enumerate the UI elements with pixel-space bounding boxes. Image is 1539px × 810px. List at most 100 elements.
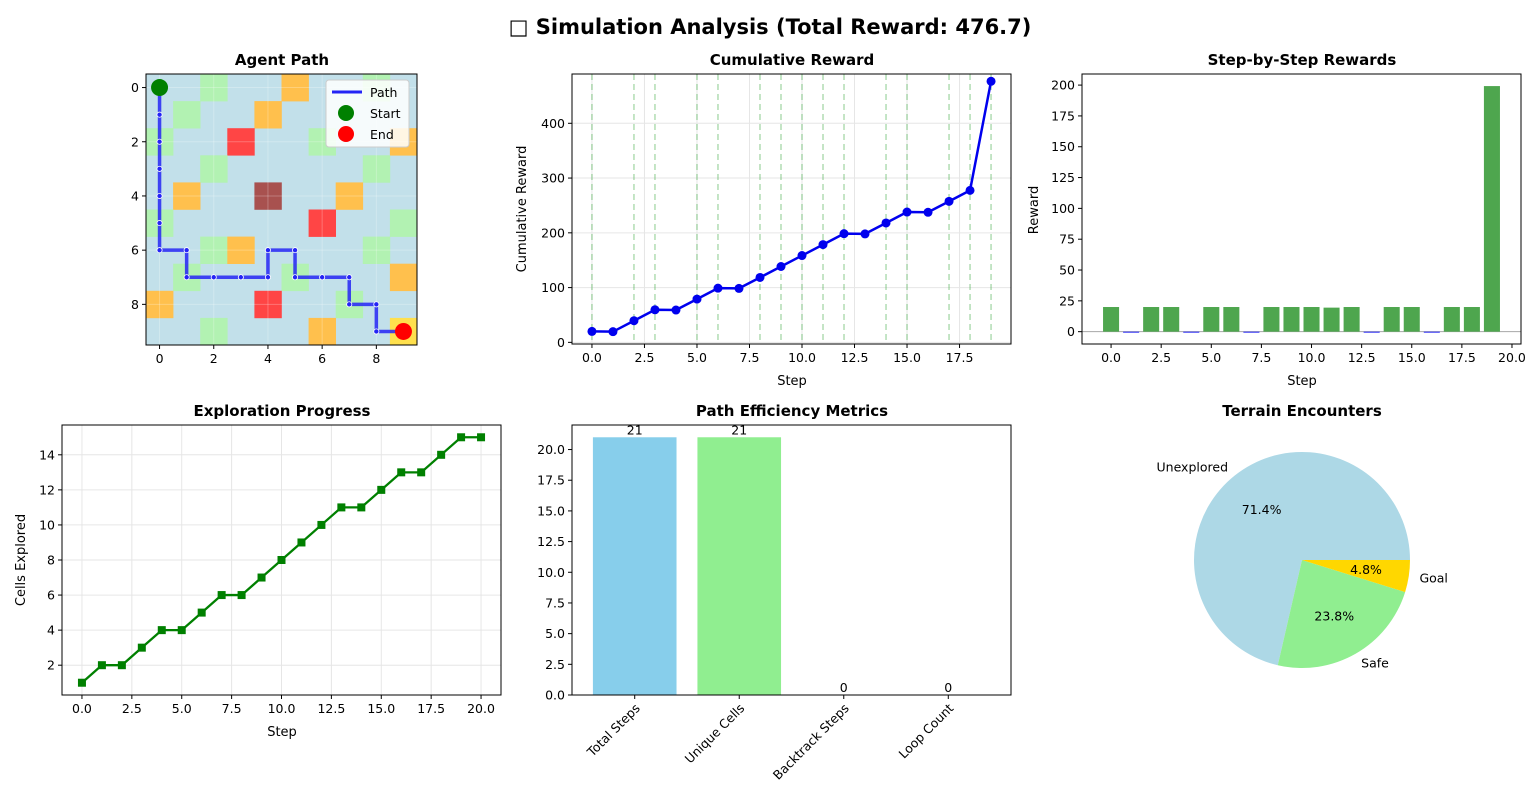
pie-pct-label: 71.4% [1242, 502, 1282, 517]
reward-bar [1283, 307, 1300, 332]
step-xlabel: Step [1287, 374, 1317, 389]
reward-bar [1203, 307, 1220, 332]
grid-cell-red [254, 290, 282, 319]
metric-value-label: 21 [731, 422, 747, 437]
cum-xtick-label: 2.5 [635, 350, 655, 365]
agent-path-title: Agent Path [235, 51, 329, 69]
cumulative-point [713, 283, 723, 293]
grid-cell-orange [227, 236, 255, 264]
end-marker [394, 322, 412, 340]
terrain-panel: 71.4% Unexplored 23.8% Safe 4.8% Goal [1157, 452, 1448, 671]
exploration-point [257, 573, 266, 582]
pie-pct-label: 23.8% [1314, 609, 1354, 624]
grid-cell-safe [173, 101, 201, 129]
pie-category-label: Unexplored [1157, 460, 1228, 475]
path-point [156, 192, 163, 199]
path-point [183, 247, 190, 254]
path-point [156, 247, 163, 254]
eff-xtick-label: Loop Count [896, 700, 957, 761]
path-xtick-label: 6 [318, 351, 326, 366]
reward-bar [1463, 307, 1480, 332]
cum-ytick-label: 400 [541, 116, 565, 131]
reward-bar [1303, 307, 1320, 332]
cum-ytick-label: 0 [557, 335, 565, 350]
explore-xtick-label: 10.0 [268, 701, 296, 716]
cumulative-reward-title: Cumulative Reward [710, 51, 875, 69]
step-xtick-label: 17.5 [1448, 350, 1476, 365]
exploration-point [397, 468, 406, 477]
eff-ytick-label: 7.5 [545, 595, 565, 610]
eff-ytick-label: 20.0 [537, 442, 565, 457]
path-point [292, 247, 299, 254]
exploration-point [177, 626, 186, 635]
eff-ytick-label: 5.0 [545, 626, 565, 641]
reward-bar [1383, 307, 1400, 332]
path-point [210, 274, 217, 281]
path-point [292, 274, 299, 281]
cum-ytick-label: 200 [541, 225, 565, 240]
exploration-point [197, 608, 206, 617]
eff-ytick-label: 17.5 [537, 473, 565, 488]
step-ytick-label: 125 [1051, 170, 1075, 185]
step-ytick-label: 0 [1067, 324, 1075, 339]
exploration-point [457, 433, 466, 442]
eff-ytick-label: 12.5 [537, 534, 565, 549]
grid-cell-red [308, 209, 336, 237]
step-xtick-label: 20.0 [1498, 350, 1526, 365]
path-point [319, 274, 326, 281]
explore-xlabel: Step [267, 725, 297, 740]
cumulative-reward-panel: 0.0 2.5 5.0 7.5 10.0 12.5 15.0 17.5 0 100 200 300 40… [541, 73, 1012, 365]
reward-bar [1263, 307, 1280, 332]
explore-ytick-label: 8 [47, 553, 55, 568]
exploration-point [377, 485, 386, 494]
path-ytick-label: 6 [131, 243, 139, 258]
eff-ytick-label: 0.0 [545, 688, 565, 703]
path-point [237, 274, 244, 281]
reward-bar [1443, 307, 1460, 332]
efficiency-frame [571, 424, 1012, 696]
path-xtick-label: 4 [264, 351, 272, 366]
metric-bar [592, 437, 677, 695]
cum-xtick-label: 5.0 [687, 350, 707, 365]
reward-bar [1143, 307, 1160, 332]
exploration-point [357, 503, 366, 512]
path-point [156, 165, 163, 172]
legend-start-swatch [338, 105, 354, 121]
exploration-point [437, 450, 446, 459]
grid-cell-red [227, 128, 255, 156]
explore-ytick-label: 4 [47, 623, 55, 638]
eff-xtick-label: Backtrack Steps [770, 701, 852, 783]
cumulative-point [797, 251, 807, 261]
step-ylabel: Reward [1027, 186, 1042, 234]
explore-xtick-label: 20.0 [467, 701, 495, 716]
grid-cell-safe [200, 155, 228, 183]
pie-slice [1302, 560, 1410, 593]
path-point [156, 111, 163, 118]
path-ytick-label: 2 [131, 134, 139, 149]
eff-ytick-label: 15.0 [537, 503, 565, 518]
eff-xtick-label: Unique Cells [682, 701, 748, 767]
metric-value-label: 21 [627, 422, 643, 437]
cumulative-point [755, 272, 765, 282]
cumulative-point [650, 305, 660, 315]
explore-xtick-label: 15.0 [367, 701, 395, 716]
step-rewards-title: Step-by-Step Rewards [1208, 51, 1397, 69]
grid-cell-orange [254, 101, 282, 129]
explore-xtick-label: 7.5 [222, 701, 242, 716]
eff-ytick-label: 2.5 [545, 657, 565, 672]
cum-xtick-label: 17.5 [946, 350, 974, 365]
reward-bar [1123, 331, 1140, 333]
eff-xtick-label: Total Steps [583, 701, 642, 760]
cumulative-point [923, 207, 933, 217]
grid-cell-orange [146, 290, 174, 319]
pie-slice [1277, 560, 1406, 668]
path-point [346, 301, 353, 308]
exploration-point [277, 556, 286, 564]
path-point [183, 274, 190, 281]
exploration-point [97, 661, 106, 670]
cum-ytick-label: 300 [541, 171, 565, 186]
path-point [156, 220, 163, 227]
grid-cell-orange [335, 182, 364, 210]
explore-xtick-label: 2.5 [122, 701, 142, 716]
legend-path-label: Path [370, 85, 397, 100]
